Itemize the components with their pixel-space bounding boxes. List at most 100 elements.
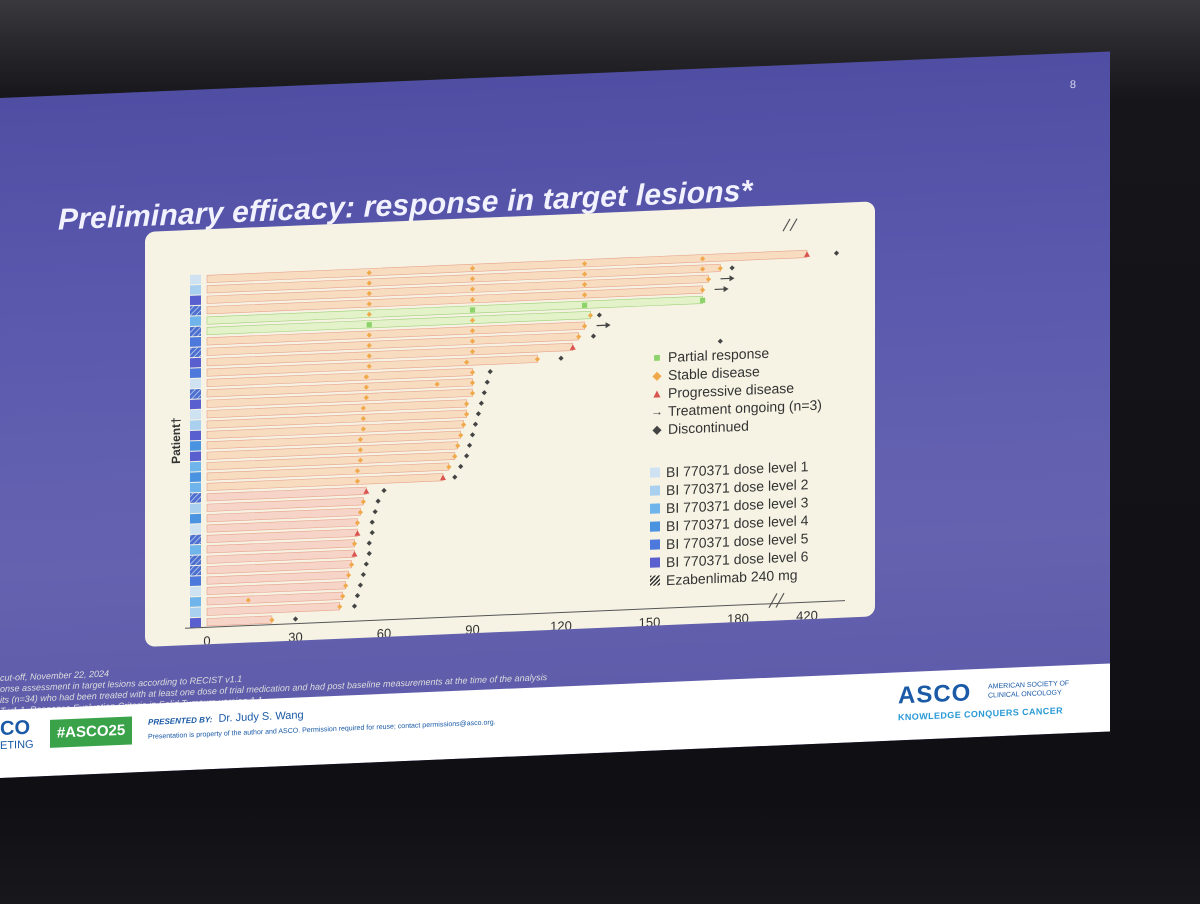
stable-disease-marker xyxy=(269,617,275,623)
dose-swatch-icon xyxy=(650,575,660,586)
stable-disease-marker xyxy=(357,457,363,463)
progressive-disease-marker xyxy=(363,488,370,494)
dose-swatch xyxy=(190,451,201,462)
stable-disease-marker xyxy=(469,317,476,323)
stable-disease-marker xyxy=(366,342,372,349)
stable-disease-marker xyxy=(582,323,588,329)
stable-disease-marker xyxy=(582,281,588,288)
chart-panel: 0 30 60 90 120 150 180 420 Days since treatment … xyxy=(145,201,875,647)
stable-disease-marker xyxy=(700,266,706,272)
dose-swatch xyxy=(190,336,201,347)
stable-disease-marker xyxy=(700,287,706,293)
discontinued-marker xyxy=(475,411,481,417)
dose-swatch xyxy=(190,524,201,535)
x-tick-label: 150 xyxy=(639,614,661,630)
dose-swatch xyxy=(190,388,201,399)
discontinued-marker xyxy=(351,603,358,609)
partial-response-marker xyxy=(582,302,588,309)
dose-swatch xyxy=(190,513,201,524)
asco-logo-left: CO xyxy=(0,716,30,740)
axis-break-mark xyxy=(782,218,791,232)
x-tick-label: 30 xyxy=(288,629,302,645)
stable-disease-marker xyxy=(469,338,476,344)
hashtag-badge: #ASCO25 xyxy=(50,716,132,748)
stable-disease-marker xyxy=(469,380,476,386)
discontinued-marker xyxy=(590,333,597,339)
dose-swatch-icon xyxy=(650,557,660,568)
dose-swatch xyxy=(190,399,201,410)
axis-break-mark xyxy=(775,592,785,608)
stable-disease-marker xyxy=(587,312,594,319)
stable-disease-marker xyxy=(469,328,476,334)
dose-swatch-icon xyxy=(650,485,660,496)
axis-break-mark xyxy=(768,593,778,609)
stable-disease-marker xyxy=(354,478,361,484)
diamond-icon: ◆ xyxy=(652,368,662,383)
meeting-label: ETING xyxy=(0,738,34,752)
progressive-disease-marker xyxy=(569,344,576,351)
progressive-disease-marker xyxy=(440,474,446,481)
y-axis-label: Patient† xyxy=(169,417,183,464)
discontinued-marker xyxy=(833,250,840,256)
discontinued-marker xyxy=(484,379,490,385)
dose-swatch xyxy=(190,555,201,566)
dose-swatch xyxy=(190,586,201,597)
x-tick-label: 0 xyxy=(203,633,210,647)
stable-disease-marker xyxy=(337,604,343,610)
dose-legend: BI 770371 dose level 1 BI 770371 dose lev… xyxy=(650,457,808,590)
discontinued-marker xyxy=(717,338,723,344)
x-tick-label: 60 xyxy=(377,626,391,642)
stable-disease-marker xyxy=(357,509,363,515)
partial-response-marker xyxy=(700,297,706,304)
dose-swatch xyxy=(190,420,201,431)
stable-disease-marker xyxy=(366,363,372,369)
discontinued-marker xyxy=(366,550,372,557)
x-tick-label: 90 xyxy=(465,622,479,638)
stable-disease-marker xyxy=(576,334,582,340)
stable-disease-marker xyxy=(357,436,363,443)
stable-disease-marker xyxy=(469,276,476,282)
legend-label: Discontinued xyxy=(668,417,749,438)
discontinued-marker xyxy=(354,593,361,599)
stable-disease-marker xyxy=(469,390,476,396)
stable-disease-marker xyxy=(452,453,458,459)
discontinued-marker xyxy=(472,421,479,427)
presenter-name: Dr. Judy S. Wang xyxy=(218,709,304,725)
dose-swatch xyxy=(190,305,201,316)
stable-disease-marker xyxy=(458,432,464,438)
ongoing-arrow-head xyxy=(723,286,729,293)
x-tick-label: 120 xyxy=(550,618,572,634)
dose-swatch-icon xyxy=(650,521,660,532)
stable-disease-marker xyxy=(582,261,588,267)
stable-disease-marker xyxy=(446,464,452,470)
ongoing-arrow-head xyxy=(729,275,735,282)
dose-swatch xyxy=(190,472,201,483)
discontinued-marker xyxy=(452,474,458,480)
stable-disease-marker xyxy=(363,384,369,390)
stable-disease-marker xyxy=(469,348,476,355)
discontinued-marker xyxy=(487,369,493,375)
dose-swatch xyxy=(190,347,201,358)
x-tick-label: 420 xyxy=(796,608,818,624)
stable-disease-marker xyxy=(582,292,588,298)
stable-disease-marker xyxy=(366,280,372,286)
dose-swatch xyxy=(190,503,201,514)
dose-swatch xyxy=(190,326,201,337)
asco-logo-right: ASCO xyxy=(898,679,972,710)
discontinued-marker xyxy=(366,540,372,546)
discontinued-marker xyxy=(478,400,484,406)
progressive-disease-marker xyxy=(804,251,810,258)
stable-disease-marker xyxy=(469,286,476,292)
stable-disease-marker xyxy=(363,374,369,380)
dose-swatch xyxy=(190,368,201,379)
dose-swatch xyxy=(190,492,201,503)
square-icon: ■ xyxy=(653,350,661,365)
diamond-icon: ◆ xyxy=(652,422,662,437)
stable-disease-marker xyxy=(340,593,346,599)
dose-swatch xyxy=(190,274,201,285)
stable-disease-marker xyxy=(464,411,470,417)
discontinued-marker xyxy=(596,312,602,318)
stable-disease-marker xyxy=(354,520,361,526)
discontinued-marker xyxy=(466,442,473,448)
presented-by: PRESENTED BY: Dr. Judy S. Wang xyxy=(148,709,304,728)
